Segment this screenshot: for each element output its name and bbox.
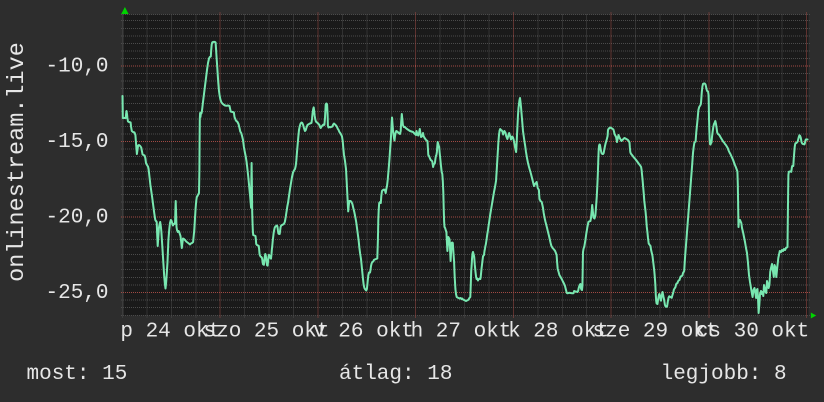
svg-text:átlag: 18: átlag: 18 [339,363,452,386]
svg-text:szo 25 okt: szo 25 okt [203,321,329,344]
svg-text:p 24 okt: p 24 okt [120,321,221,344]
svg-text:-15,0: -15,0 [45,131,108,154]
svg-text:k 28 okt: k 28 okt [508,321,609,344]
svg-text:most: 15: most: 15 [27,363,128,386]
svg-text:v 26 okt: v 26 okt [313,321,414,344]
svg-text:sze 29 okt: sze 29 okt [592,321,718,344]
svg-text:-25,0: -25,0 [45,282,108,305]
svg-text:onlinestream.live: onlinestream.live [4,42,31,282]
svg-text:cs 30 okt: cs 30 okt [696,321,809,344]
svg-text:legjobb: 8: legjobb: 8 [661,363,787,386]
svg-text:-20,0: -20,0 [45,206,108,229]
svg-text:h 27 okt: h 27 okt [411,321,512,344]
svg-text:-10,0: -10,0 [45,56,108,79]
